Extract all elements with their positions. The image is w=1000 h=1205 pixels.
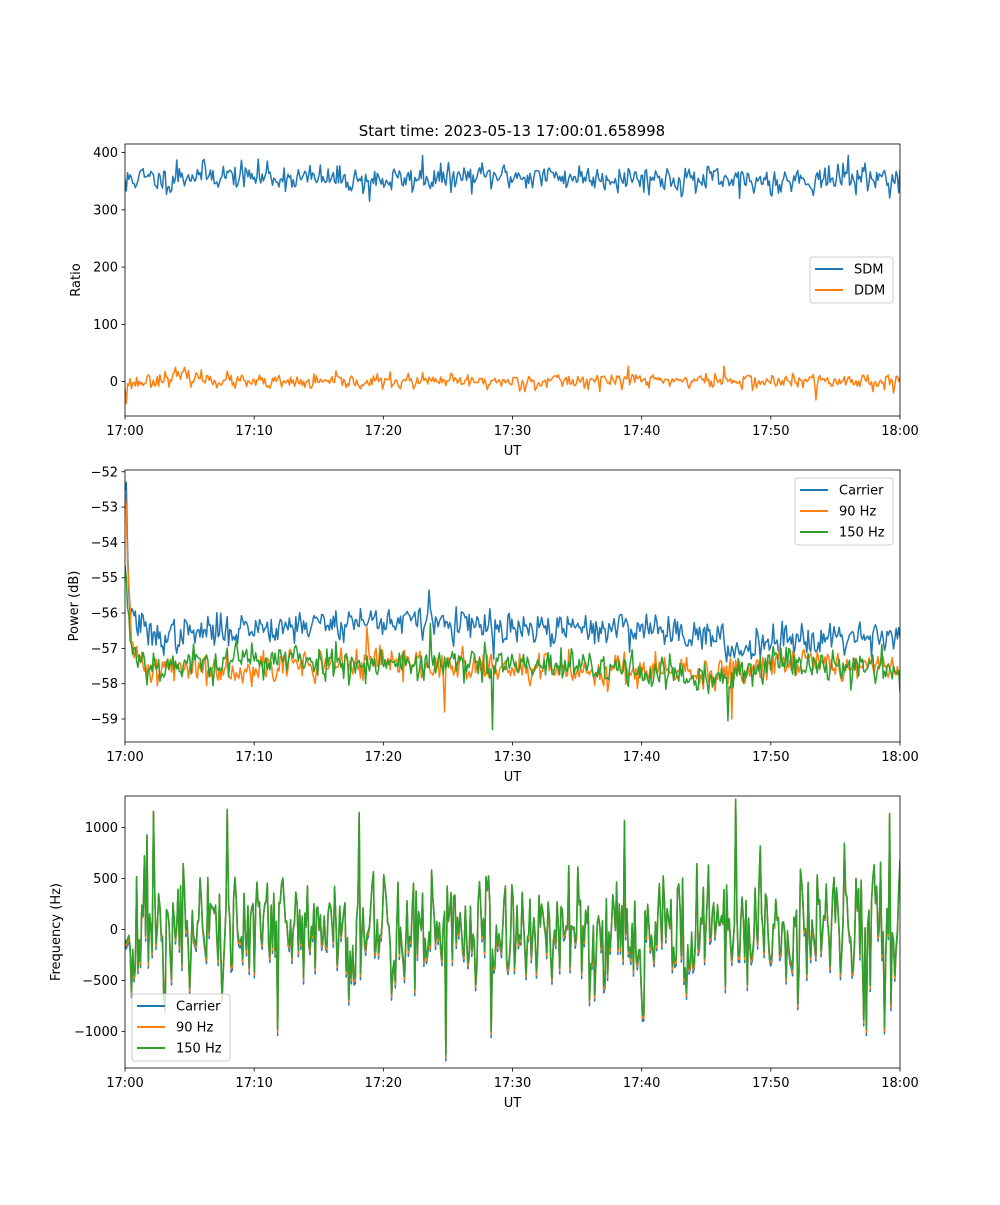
y-tick-label: 500	[93, 872, 118, 887]
x-axis-label: UT	[504, 770, 522, 785]
figure-title: Start time: 2023-05-13 17:00:01.658998	[359, 122, 665, 140]
y-tick-label: 100	[93, 318, 118, 333]
x-tick-label: 17:20	[365, 750, 402, 765]
panel-power: 17:00 17:10 17:20 17:30 17:40 17:50 18:00 −52 −5…	[67, 465, 919, 785]
x-tick-label: 17:50	[752, 750, 789, 765]
x-axis-label: UT	[504, 1096, 522, 1111]
y-tick-label: −52	[91, 465, 118, 480]
legend-box	[794, 477, 894, 546]
legend-label: 150 Hz	[839, 526, 885, 541]
x-tick-label: 17:10	[235, 1076, 272, 1091]
legend-label: 90 Hz	[176, 1021, 213, 1036]
legend: Carrier 90 Hz 150 Hz	[794, 477, 894, 546]
y-tick-label: −1000	[74, 1025, 118, 1040]
x-tick-label: 17:30	[494, 424, 531, 439]
y-axis-label: Power (dB)	[67, 571, 82, 642]
legend-label: Carrier	[839, 484, 884, 499]
legend-label: 150 Hz	[176, 1042, 222, 1057]
x-tick-label: 17:20	[365, 424, 402, 439]
y-axis-label: Ratio	[69, 263, 84, 296]
y-tick-label: −54	[91, 536, 118, 551]
x-tick-label: 18:00	[881, 750, 918, 765]
series-line-90-hz	[125, 493, 900, 720]
series-line-150-hz	[125, 798, 900, 1056]
series-line-sdm	[125, 154, 900, 203]
legend-label: DDM	[854, 284, 885, 299]
panel-ratio: 17:00 17:10 17:20 17:30 17:40 17:50 18:00 0 100 2…	[69, 143, 919, 459]
y-tick-label: 0	[110, 375, 118, 390]
x-tick-label: 18:00	[881, 424, 918, 439]
y-tick-label: 1000	[85, 821, 118, 836]
x-tick-label: 17:00	[106, 750, 143, 765]
y-tick-label: 300	[93, 203, 118, 218]
x-tick-label: 17:40	[623, 424, 660, 439]
x-tick-label: 17:40	[623, 750, 660, 765]
y-tick-label: −58	[91, 677, 118, 692]
x-axis-label: UT	[504, 444, 522, 459]
legend: SDM DDM	[809, 256, 894, 304]
y-tick-label: 200	[93, 261, 118, 276]
x-tick-label: 17:30	[494, 1076, 531, 1091]
legend-label: 90 Hz	[839, 505, 876, 520]
x-tick-label: 17:50	[752, 1076, 789, 1091]
y-tick-label: −500	[82, 974, 118, 989]
x-tick-label: 17:00	[106, 424, 143, 439]
plot-lines	[125, 481, 900, 731]
y-tick-label: −55	[91, 571, 118, 586]
x-tick-label: 17:10	[235, 424, 272, 439]
series-line-ddm	[125, 365, 900, 405]
y-tick-label: −53	[91, 501, 118, 516]
axes-frame	[124, 469, 901, 743]
y-tick-label: −56	[91, 607, 118, 622]
legend-label: Carrier	[176, 1000, 221, 1015]
y-tick-label: −57	[91, 642, 118, 657]
x-tick-label: 17:10	[235, 750, 272, 765]
y-tick-label: −59	[91, 713, 118, 728]
legend-box	[131, 993, 231, 1062]
x-tick-label: 17:40	[623, 1076, 660, 1091]
panel-frequency: 17:00 17:10 17:20 17:30 17:40 17:50 18:00 1000 5…	[49, 795, 919, 1111]
y-tick-label: 400	[93, 146, 118, 161]
x-tick-label: 17:20	[365, 1076, 402, 1091]
x-tick-label: 17:00	[106, 1076, 143, 1091]
legend: Carrier 90 Hz 150 Hz	[131, 993, 231, 1062]
x-tick-label: 17:50	[752, 424, 789, 439]
legend-label: SDM	[854, 263, 883, 278]
x-tick-label: 18:00	[881, 1076, 918, 1091]
y-axis-label: Frequency (Hz)	[49, 883, 64, 981]
series-line-150-hz	[125, 565, 900, 731]
series-line-carrier	[125, 481, 900, 663]
y-tick-label: 0	[110, 923, 118, 938]
plot-lines	[125, 798, 900, 1062]
plot-lines	[125, 154, 900, 405]
x-tick-label: 17:30	[494, 750, 531, 765]
